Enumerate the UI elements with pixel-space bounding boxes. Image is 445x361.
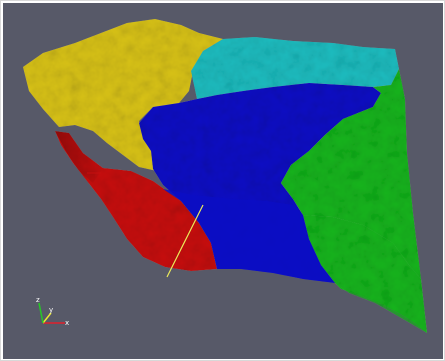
z-axis-line xyxy=(38,302,44,324)
y-axis-label: y xyxy=(49,306,54,314)
region-blue xyxy=(139,83,381,283)
y-axis-line xyxy=(42,312,52,324)
terrain-scene[interactable] xyxy=(3,3,443,359)
orientation-axes-widget: z y x xyxy=(29,295,79,337)
region-green-side xyxy=(303,215,427,333)
region-cyan xyxy=(191,37,399,99)
z-axis-label: z xyxy=(36,296,40,304)
region-red-shadow xyxy=(55,131,103,183)
region-blue-cliff xyxy=(163,189,335,283)
region-yellow xyxy=(23,19,223,171)
probe-line[interactable] xyxy=(166,204,204,278)
x-axis-label: x xyxy=(65,319,70,327)
orientation-axes-icon xyxy=(38,302,65,324)
render-viewport[interactable]: z y x xyxy=(3,3,443,359)
